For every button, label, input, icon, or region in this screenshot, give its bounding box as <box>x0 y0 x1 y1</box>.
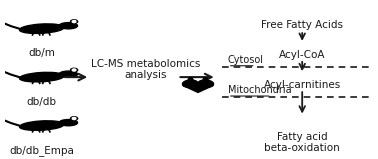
Polygon shape <box>183 85 213 92</box>
Ellipse shape <box>70 68 77 72</box>
Text: Cytosol: Cytosol <box>228 55 264 65</box>
Ellipse shape <box>20 72 64 82</box>
Ellipse shape <box>188 78 193 81</box>
Ellipse shape <box>198 80 214 87</box>
Ellipse shape <box>59 120 77 126</box>
Ellipse shape <box>70 117 77 120</box>
Ellipse shape <box>59 71 77 77</box>
Text: Acyl-CoA: Acyl-CoA <box>279 50 325 60</box>
Text: db/db: db/db <box>27 97 57 107</box>
Ellipse shape <box>72 21 76 23</box>
Ellipse shape <box>59 23 77 29</box>
Text: LC-MS metabolomics
analysis: LC-MS metabolomics analysis <box>91 59 201 80</box>
Text: Acyl-carnitines: Acyl-carnitines <box>263 80 341 90</box>
Text: Free Fatty Acids: Free Fatty Acids <box>261 20 343 30</box>
Text: Mitochondria: Mitochondria <box>228 85 291 95</box>
Text: db/m: db/m <box>28 48 55 58</box>
Ellipse shape <box>203 78 208 81</box>
Ellipse shape <box>70 20 77 23</box>
Text: Fatty acid
beta-oxidation: Fatty acid beta-oxidation <box>264 132 340 153</box>
Ellipse shape <box>183 80 198 87</box>
Ellipse shape <box>20 121 64 130</box>
Ellipse shape <box>72 118 76 120</box>
Ellipse shape <box>20 24 64 33</box>
Ellipse shape <box>72 69 76 71</box>
Text: db/db_Empa: db/db_Empa <box>9 145 74 156</box>
